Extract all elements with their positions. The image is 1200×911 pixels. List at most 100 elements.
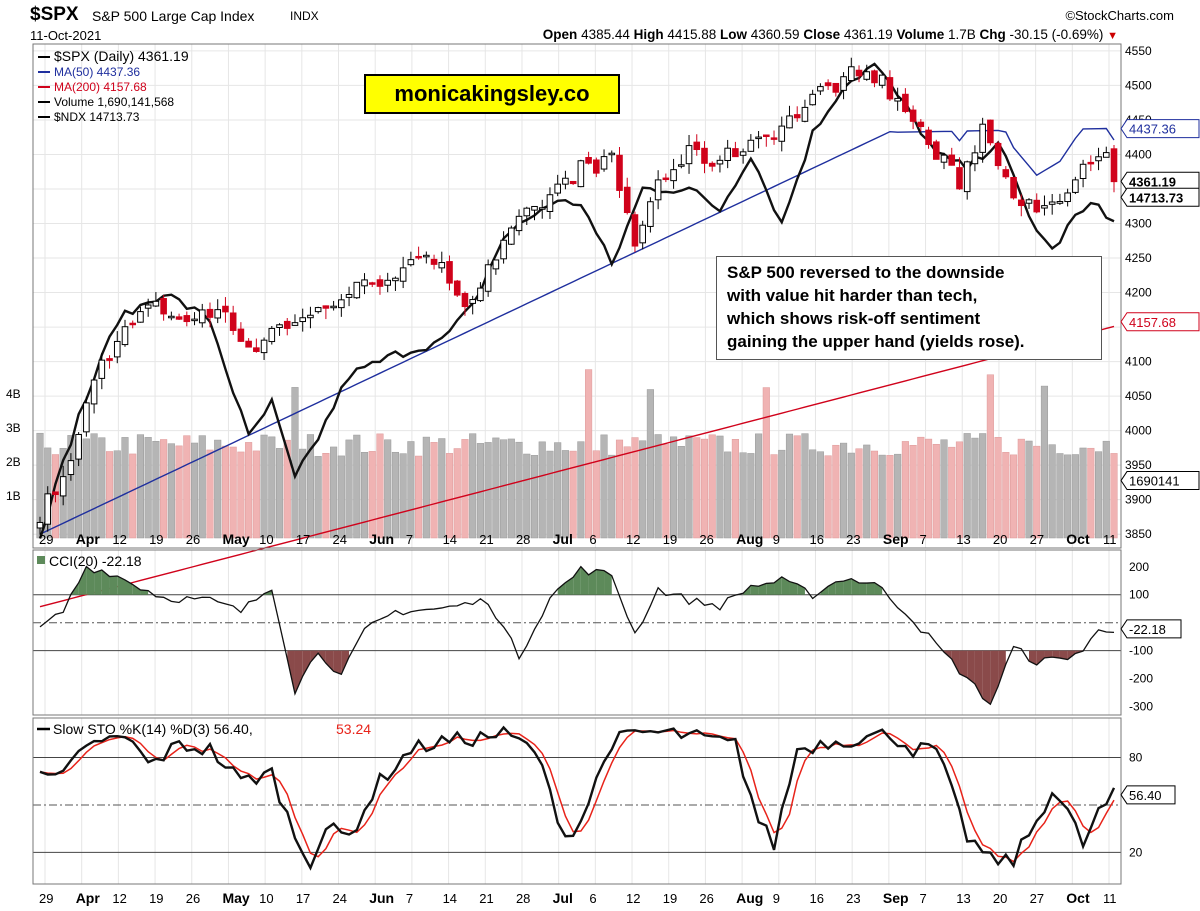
price-candle [647,197,654,233]
cci-tick-label: 100 [1129,588,1149,602]
price-candle [623,177,631,215]
price-candle [515,209,523,236]
price-candle [902,88,909,114]
cci-line [39,565,1115,706]
volume-bar [855,448,863,539]
low-value: 4360.59 [750,27,800,42]
candle-body [160,298,167,315]
value-tag [1120,171,1200,191]
x-tick-label: 27 [1030,532,1044,547]
candle-body [708,162,716,167]
price-candle [67,453,75,481]
x-tick-label: 26 [699,891,713,906]
x-tick-label: 16 [809,532,823,547]
candle-body [724,147,731,161]
x-tick-label: Jul [553,531,573,547]
candle-body [809,93,816,106]
price-candle [245,338,252,348]
candle-body [654,179,662,201]
candle-body [732,148,739,158]
volume-bar [183,435,191,539]
price-candle [871,69,878,88]
x-tick-label: 23 [846,532,860,547]
volume-bar [1033,445,1041,539]
volume-bar [538,441,546,539]
sto-k-line [39,725,1116,871]
candle-body [183,315,191,323]
price-tick-label: 4550 [1125,44,1152,58]
value-tag [1120,619,1182,639]
candle-body [353,281,361,299]
price-candle [168,311,175,321]
volume-value: 1.7B [947,27,976,42]
price-candle [639,220,646,250]
price-candle [1025,198,1033,209]
candle-body [268,327,276,343]
candle-body [1033,199,1041,213]
price-candle [253,338,260,353]
price-candle [500,231,507,264]
price-candle [678,154,685,169]
volume-bar [268,436,276,539]
candle-body [979,123,986,153]
close-label: Close [803,27,841,42]
price-candle [453,279,461,297]
candle-body [1048,201,1056,205]
price-candle [593,157,600,178]
price-candle [206,302,214,328]
cci-negative-fill [1059,650,1068,660]
volume-bar [639,440,647,539]
down-arrow-icon: ▼ [1107,30,1118,42]
price-candle [361,273,368,295]
volume-bar [445,453,454,539]
value-tag-label: 4437.36 [1129,122,1176,137]
x-tick-label: 21 [479,532,493,547]
candle-body [546,194,554,212]
price-candle [113,331,121,364]
volume-bar [561,450,569,539]
price-candle [1072,176,1079,195]
source-credit[interactable]: ©StockCharts.com [1065,8,1174,23]
low-label: Low [720,27,747,42]
candle-body [1041,205,1048,209]
volume-bar [515,441,523,539]
price-candle [338,294,345,317]
x-tick-label: 19 [149,891,163,906]
volume-bar [90,433,98,539]
cci-positive-fill [851,578,860,595]
price-candle [1017,194,1025,217]
volume-tick-label: 4B [6,387,21,401]
price-candle [469,295,476,315]
price-candle [577,159,585,188]
candle-body [631,214,639,247]
price-candle [531,205,538,221]
price-candle [724,139,731,169]
volume-bar [1010,454,1018,539]
candle-body [623,186,631,214]
cci-positive-fill [774,576,782,595]
candle-body [600,156,608,170]
price-candle [299,308,307,332]
candle-body [1072,179,1079,193]
x-tick-label: 19 [149,532,163,547]
x-tick-label: 6 [589,532,596,547]
x-tick-label: 24 [333,532,347,547]
cci-positive-fill [781,576,790,595]
legend-entry: MA(200) 4157.68 [54,80,147,94]
volume-bar [245,442,253,539]
volume-bar [1071,454,1079,539]
annotation-line: with value hit harder than tech, [727,286,978,305]
cci-negative-fill [951,650,960,674]
value-tag [1120,471,1200,491]
price-tick-label: 4250 [1125,251,1152,265]
candle-body [647,201,654,227]
chg-value: -30.15 (-0.69%) [1009,27,1104,42]
candle-body [956,167,963,190]
price-candle [554,174,561,197]
volume-bar [840,442,848,539]
volume-bar [700,438,709,539]
candle-body [863,71,871,80]
x-tick-label: 29 [39,532,53,547]
price-candle [345,286,353,307]
